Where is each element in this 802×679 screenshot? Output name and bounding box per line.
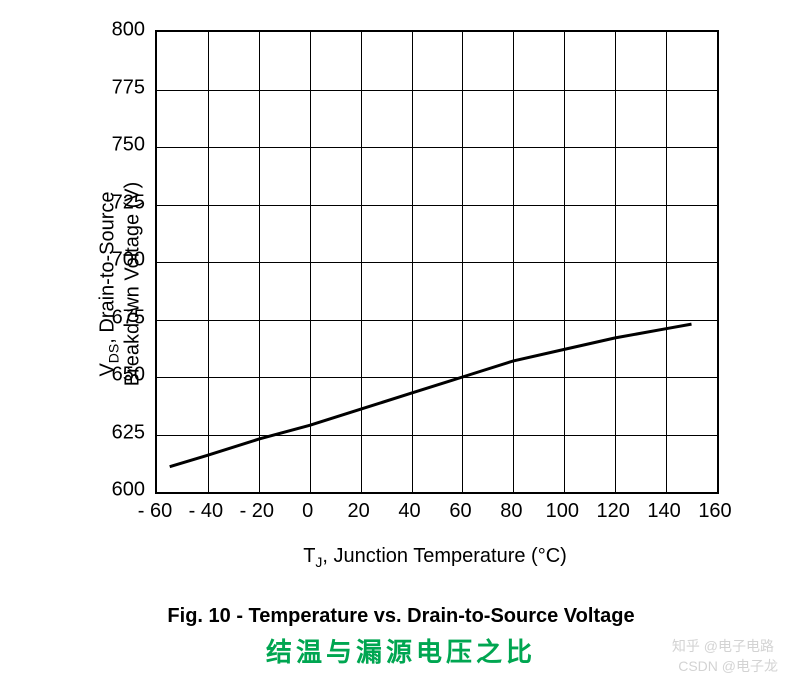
chart-plot-area (155, 30, 719, 494)
y-tick-label: 625 (95, 421, 145, 444)
y-tick-label: 750 (95, 134, 145, 157)
y-tick-labels: 600625650675700725750775800 (95, 30, 145, 490)
figure-caption: Fig. 10 - Temperature vs. Drain-to-Sourc… (0, 605, 802, 628)
x-tick-label: 40 (398, 500, 420, 523)
y-tick-label: 600 (95, 479, 145, 502)
x-tick-labels: - 60- 40- 20020406080100120140160 (155, 500, 715, 530)
y-tick-label: 675 (95, 306, 145, 329)
x-tick-label: 80 (500, 500, 522, 523)
y-tick-label: 800 (95, 19, 145, 42)
x-tick-label: - 60 (138, 500, 172, 523)
x-tick-label: 0 (302, 500, 313, 523)
y-tick-label: 650 (95, 364, 145, 387)
x-tick-label: 100 (546, 500, 579, 523)
y-tick-label: 775 (95, 76, 145, 99)
x-axis-label: TJ, Junction Temperature (°C) (155, 545, 715, 570)
y-tick-label: 725 (95, 191, 145, 214)
x-tick-label: 160 (698, 500, 731, 523)
watermark-zhihu: 知乎 @电子电路 (672, 636, 774, 656)
y-tick-label: 700 (95, 249, 145, 272)
x-tick-label: 20 (348, 500, 370, 523)
x-tick-label: - 20 (240, 500, 274, 523)
chart-line-series (157, 32, 717, 492)
x-axis-label-prefix: T (303, 545, 315, 567)
x-axis-label-rest: , Junction Temperature (°C) (322, 545, 566, 567)
x-tick-label: 60 (449, 500, 471, 523)
x-tick-label: - 40 (189, 500, 223, 523)
x-tick-label: 120 (596, 500, 629, 523)
watermark-csdn: CSDN @电子龙 (678, 656, 778, 676)
x-tick-label: 140 (647, 500, 680, 523)
